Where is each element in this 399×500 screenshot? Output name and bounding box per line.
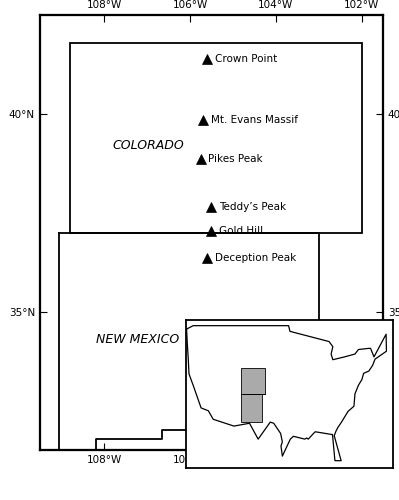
Text: NEW MEXICO: NEW MEXICO <box>96 333 179 346</box>
Text: Gold Hill: Gold Hill <box>219 226 263 235</box>
Text: 200: 200 <box>300 359 317 368</box>
Text: Crown Point: Crown Point <box>215 54 277 64</box>
Bar <box>241 394 262 422</box>
Polygon shape <box>187 326 387 460</box>
Text: Mt. Evans Massif: Mt. Evans Massif <box>211 115 298 125</box>
Text: km: km <box>314 359 328 368</box>
Text: Pikes Peak: Pikes Peak <box>208 154 263 164</box>
Polygon shape <box>192 409 201 424</box>
Bar <box>70 42 361 232</box>
Text: COLORADO: COLORADO <box>113 139 185 152</box>
Text: Teddy’s Peak: Teddy’s Peak <box>219 202 286 212</box>
Text: N: N <box>193 400 200 409</box>
Text: 100: 100 <box>249 359 267 368</box>
Text: 0: 0 <box>204 359 210 368</box>
Bar <box>241 368 265 394</box>
Text: Deception Peak: Deception Peak <box>215 253 296 263</box>
